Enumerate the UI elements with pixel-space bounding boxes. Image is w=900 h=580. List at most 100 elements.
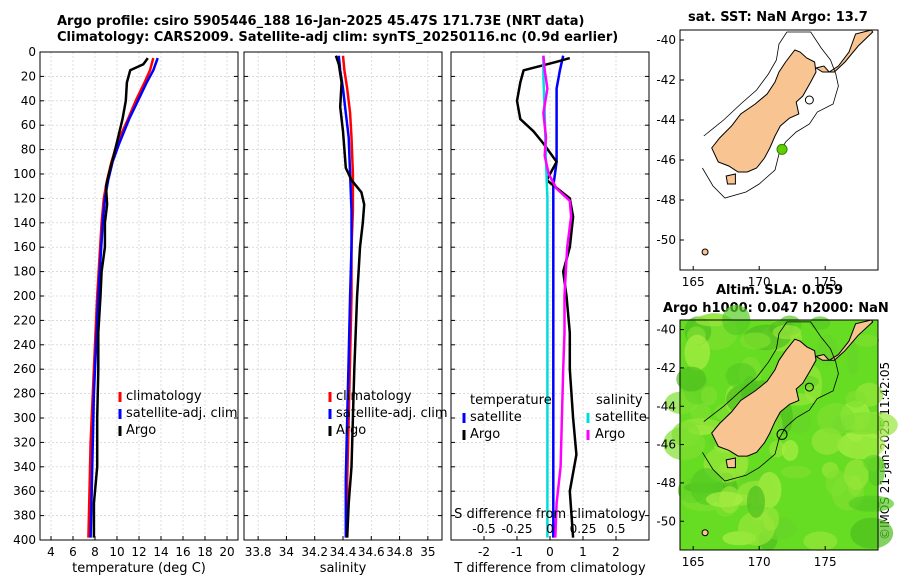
south-island [711,338,817,457]
legend-label-climatology: climatology [126,389,202,404]
x-tick-label: 34 [279,545,294,559]
sla-map-subtitle: Argo h1000: 0.047 h2000: NaN [663,301,889,316]
sla-patch [803,531,838,551]
s-axis-label: S difference from climatology [454,507,646,522]
sla-patch [746,485,765,519]
sla-patch [701,386,718,406]
x-tick-label: 8 [91,545,99,559]
map-x-tick-label: 170 [748,555,771,569]
map-y-tick-label: -42 [656,361,676,375]
sla-patch [863,454,885,472]
y-tick-label: 20 [21,69,36,83]
x-tick-label: 6 [69,545,77,559]
legend-label-climatology: climatology [336,389,412,404]
series-line-argo [334,55,366,538]
y-tick-label: 160 [13,240,36,254]
map-y-tick-label: -46 [656,438,676,452]
legend-label-satellite-adj-clim: satellite-adj. clim [126,406,238,421]
y-tick-label: 200 [13,289,36,303]
argo-position-marker [776,428,788,440]
x-tick-label: 35 [420,545,435,559]
map-y-tick-label: -48 [656,193,676,207]
x-tick-label: 18 [197,545,212,559]
legend-header-temperature: temperature [470,393,552,408]
sla-patch [816,334,838,367]
sla-patch [809,316,831,330]
sla-patch [854,334,880,347]
x-tick-label: 20 [219,545,234,559]
sla-patch [843,459,869,490]
sla-patch [671,421,700,447]
sla-patch [811,427,843,455]
map-frame [679,29,879,271]
y-tick-label: 400 [13,533,36,547]
map-y-tick-label: -50 [656,233,676,247]
s-tick-label: 0.25 [570,522,597,536]
series-line-argo [92,57,149,538]
series-line-t-satellite [552,55,565,538]
depth-contour [702,31,839,199]
y-tick-label: 260 [13,362,36,376]
sla-patch [676,366,707,392]
y-tick-label: 0 [28,45,36,59]
x-tick-label: 0 [546,545,554,559]
legend-label-t-satellite: satellite [470,410,522,425]
map-x-tick-label: 175 [814,275,837,289]
x-axis-label: T difference from climatology [453,561,646,576]
x-axis-label: salinity [320,561,367,576]
map-y-tick-label: -44 [656,113,676,127]
x-tick-label: 1 [579,545,587,559]
sla-patch [690,402,711,424]
y-tick-label: 220 [13,313,36,327]
map-y-tick-label: -50 [656,514,676,528]
sst-map [679,29,879,271]
y-tick-label: 100 [13,167,36,181]
map-y-tick-label: -40 [656,323,676,337]
sla-patch [706,491,744,508]
sla-patch [772,324,802,340]
sla-patch [781,439,799,461]
y-tick-label: 240 [13,338,36,352]
map-y-tick-label: -40 [656,33,676,47]
south-island [711,49,817,173]
sla-patch [845,390,867,408]
x-tick-label: 12 [131,545,146,559]
x-tick-label: 34.8 [386,545,413,559]
legend-label-t-argo: Argo [470,427,500,442]
map-y-tick-label: -46 [656,153,676,167]
sla-patch [769,440,786,458]
s-tick-label: -0.25 [501,522,532,536]
y-tick-label: 60 [21,118,36,132]
x-tick-label: 4 [47,545,55,559]
x-tick-label: 2 [612,545,620,559]
sla-map [663,304,898,551]
x-tick-label: 10 [109,545,124,559]
sla-patch [817,402,855,435]
legend-label-s-argo: Argo [595,427,625,442]
legend-label-argo: Argo [126,423,156,438]
x-tick-label: 34.4 [330,545,357,559]
legend-label-s-satellite: satellite [595,410,647,425]
map-x-tick-label: 175 [814,555,837,569]
x-tick-label: 16 [175,545,190,559]
x-tick-label: 14 [153,545,168,559]
map-y-tick-label: -42 [656,73,676,87]
sla-map-title: Altim. SLA: 0.059 [716,283,843,298]
sla-patch [847,341,860,376]
x-tick-label: 33.8 [245,545,272,559]
stewart-island [725,457,736,469]
s-tick-label: 0 [546,522,554,536]
legend-label-argo: Argo [336,423,366,438]
figure-title-line2: Climatology: CARS2009. Satellite-adj cli… [57,30,619,45]
x-tick-label: 34.6 [358,545,385,559]
series-line-satellite-adj-clim [337,55,353,538]
y-tick-label: 360 [13,484,36,498]
series-line-satellite-adj-clim [89,57,159,538]
x-axis-label: temperature (deg C) [72,561,206,576]
auckland-island [701,529,709,537]
sla-patch [781,465,811,479]
map-y-tick-label: -44 [656,399,676,413]
sla-patch [848,495,895,512]
seamount-contour [804,95,814,105]
sla-patch [725,362,757,389]
